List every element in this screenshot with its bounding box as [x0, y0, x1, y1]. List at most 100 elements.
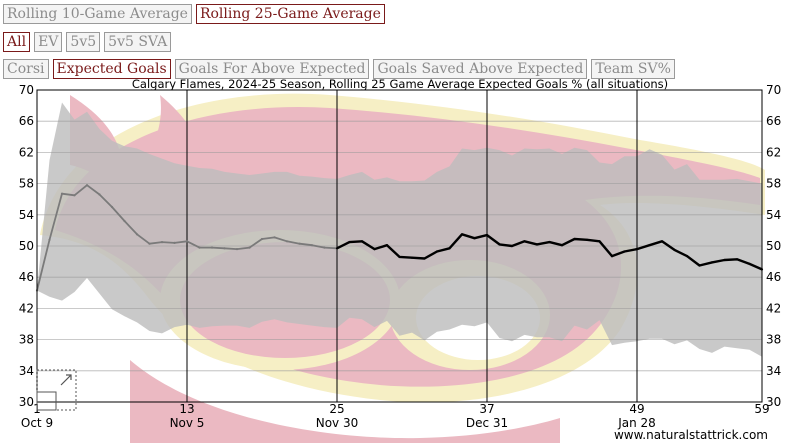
x-tick-date-label: Jan 28: [617, 416, 656, 430]
x-tick-game-label: 13: [179, 402, 194, 416]
data-point[interactable]: [310, 244, 314, 247]
data-point[interactable]: [60, 192, 64, 195]
watermark-text: www.naturalstattrick.com: [614, 428, 768, 442]
data-point[interactable]: [210, 246, 214, 249]
data-point[interactable]: [48, 238, 51, 241]
tab-rolling-25-game-average[interactable]: Rolling 25-Game Average: [195, 4, 385, 24]
data-point[interactable]: [498, 243, 501, 246]
data-point[interactable]: [473, 237, 476, 240]
data-point[interactable]: [648, 244, 651, 247]
y-tick-label-left: 58: [19, 177, 34, 191]
tab-goals-saved-above-expected[interactable]: Goals Saved Above Expected: [373, 59, 588, 79]
data-point[interactable]: [710, 261, 714, 264]
data-point[interactable]: [323, 246, 326, 249]
zoom-control[interactable]: [36, 369, 77, 411]
x-tick-date-label: Oct 9: [21, 416, 53, 430]
chart-title: Calgary Flames, 2024-25 Season, Rolling …: [132, 77, 668, 91]
plot-frame: [36, 89, 763, 403]
metric-tab-row: Corsi Expected Goals Goals For Above Expec…: [3, 59, 675, 79]
data-point[interactable]: [373, 248, 376, 251]
data-point[interactable]: [198, 246, 201, 249]
logo-lower-curve: [130, 360, 560, 443]
data-point[interactable]: [235, 248, 239, 251]
tab-goals-for-above-expected[interactable]: Goals For Above Expected: [174, 59, 370, 79]
tab-team-sv[interactable]: Team SV%: [591, 59, 675, 79]
data-point[interactable]: [185, 240, 189, 243]
tab-corsi[interactable]: Corsi: [3, 59, 49, 79]
data-point[interactable]: [223, 247, 226, 250]
data-point[interactable]: [673, 248, 676, 251]
x-tick-date-label: Nov 30: [316, 416, 359, 430]
y-tick-label-left: 62: [19, 145, 34, 159]
data-point[interactable]: [410, 256, 414, 259]
data-point[interactable]: [348, 241, 351, 244]
data-point[interactable]: [98, 193, 101, 196]
data-point[interactable]: [285, 240, 289, 243]
data-point[interactable]: [523, 240, 526, 243]
data-point[interactable]: [385, 244, 389, 247]
data-point[interactable]: [460, 233, 464, 236]
y-tick-label-right: 30: [766, 395, 781, 409]
data-point[interactable]: [273, 236, 276, 239]
data-point[interactable]: [598, 240, 601, 243]
zoom-box-inner: [36, 391, 57, 411]
data-point[interactable]: [398, 255, 401, 258]
data-point[interactable]: [173, 241, 176, 244]
data-point[interactable]: [560, 244, 564, 247]
y-tick-label-right: 66: [766, 114, 781, 128]
data-point[interactable]: [723, 258, 726, 262]
x-tick-game-label: 37: [479, 402, 494, 416]
tab-expected-goals[interactable]: Expected Goals: [52, 59, 171, 79]
window-tab-row: Rolling 10-Game Average Rolling 25-Game A…: [3, 4, 385, 24]
data-point[interactable]: [748, 262, 751, 265]
y-tick-label-left: 34: [19, 364, 34, 378]
y-tick-label-left: 54: [19, 208, 34, 222]
data-point[interactable]: [435, 250, 439, 253]
data-point[interactable]: [335, 247, 339, 250]
data-point[interactable]: [423, 257, 426, 260]
data-point[interactable]: [510, 244, 514, 248]
data-point[interactable]: [573, 237, 576, 241]
tab-all[interactable]: All: [3, 32, 31, 52]
data-point[interactable]: [635, 248, 639, 251]
tab-5v5[interactable]: 5v5: [66, 32, 101, 52]
data-point[interactable]: [73, 194, 76, 197]
y-tick-label-left: 46: [19, 270, 34, 284]
expand-arrow-icon: [60, 374, 72, 386]
y-tick-label-right: 54: [766, 208, 781, 222]
data-point[interactable]: [623, 250, 626, 253]
y-tick-label-right: 62: [766, 145, 781, 159]
data-point[interactable]: [448, 247, 451, 250]
data-point[interactable]: [535, 243, 539, 246]
data-point[interactable]: [298, 242, 301, 245]
data-point[interactable]: [123, 219, 126, 223]
data-point[interactable]: [585, 238, 589, 241]
y-tick-label-right: 34: [766, 364, 781, 378]
tab-ev[interactable]: EV: [34, 32, 63, 52]
data-point[interactable]: [160, 241, 164, 244]
x-tick-game-label: 59: [754, 402, 769, 416]
data-point[interactable]: [735, 258, 739, 261]
data-point[interactable]: [360, 240, 364, 243]
x-tick-game-label: 25: [329, 402, 344, 416]
data-point[interactable]: [248, 246, 251, 249]
y-tick-label-right: 58: [766, 177, 781, 191]
tab-5v5-sva[interactable]: 5v5 SVA: [104, 32, 172, 52]
range-band: [37, 102, 762, 357]
data-point[interactable]: [260, 237, 264, 241]
data-point[interactable]: [660, 240, 664, 243]
data-point[interactable]: [148, 242, 151, 245]
data-point[interactable]: [110, 205, 114, 209]
situation-tab-row: All EV 5v5 5v5 SVA: [3, 32, 172, 52]
data-point[interactable]: [610, 255, 614, 258]
data-point[interactable]: [548, 241, 551, 244]
logo-red-flame: [70, 95, 203, 210]
data-point[interactable]: [698, 264, 701, 267]
data-point[interactable]: [685, 255, 689, 258]
data-point[interactable]: [85, 184, 89, 187]
data-point[interactable]: [485, 234, 489, 237]
y-tick-label-right: 70: [766, 83, 781, 97]
tab-rolling-10-game-average[interactable]: Rolling 10-Game Average: [3, 4, 192, 24]
data-point[interactable]: [135, 233, 139, 236]
